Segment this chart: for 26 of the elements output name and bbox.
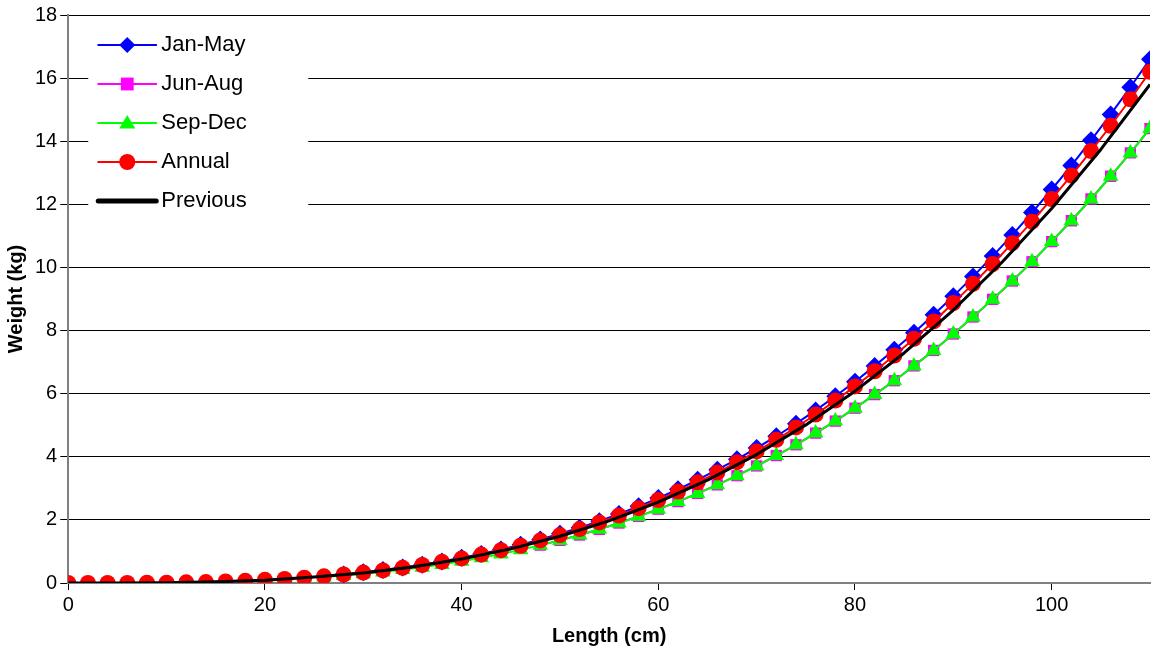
x-tick-label: 0 bbox=[62, 592, 74, 615]
y-tick-label: 2 bbox=[46, 507, 58, 530]
point bbox=[886, 371, 903, 386]
legend-label: Jan-May bbox=[161, 31, 246, 57]
x-axis-title: Length (cm) bbox=[551, 623, 667, 646]
y-tick-label: 0 bbox=[46, 570, 58, 593]
y-tick-label: 8 bbox=[46, 318, 58, 341]
x-tick-label: 100 bbox=[1034, 592, 1069, 615]
x-tick-label: 20 bbox=[253, 592, 277, 615]
point bbox=[788, 435, 804, 450]
y-axis-title: Weight (kg) bbox=[3, 244, 26, 354]
y-tick-label: 10 bbox=[35, 254, 58, 277]
y-tick-label: 6 bbox=[46, 381, 58, 404]
legend-label: Annual bbox=[161, 148, 230, 174]
x-tick-label: 60 bbox=[647, 592, 670, 615]
y-tick-label: 18 bbox=[35, 2, 58, 25]
point bbox=[906, 356, 922, 371]
y-tick-label: 12 bbox=[35, 191, 58, 214]
y-tick-label: 14 bbox=[35, 128, 58, 151]
legend-label: Jun-Aug bbox=[161, 70, 244, 96]
legend-label: Sep-Dec bbox=[161, 109, 247, 135]
y-tick-label: 4 bbox=[46, 444, 58, 467]
x-tick-label: 80 bbox=[843, 592, 867, 615]
y-tick-label: 16 bbox=[35, 65, 58, 88]
legend-label: Previous bbox=[161, 187, 247, 213]
x-tick-label: 40 bbox=[450, 592, 473, 615]
